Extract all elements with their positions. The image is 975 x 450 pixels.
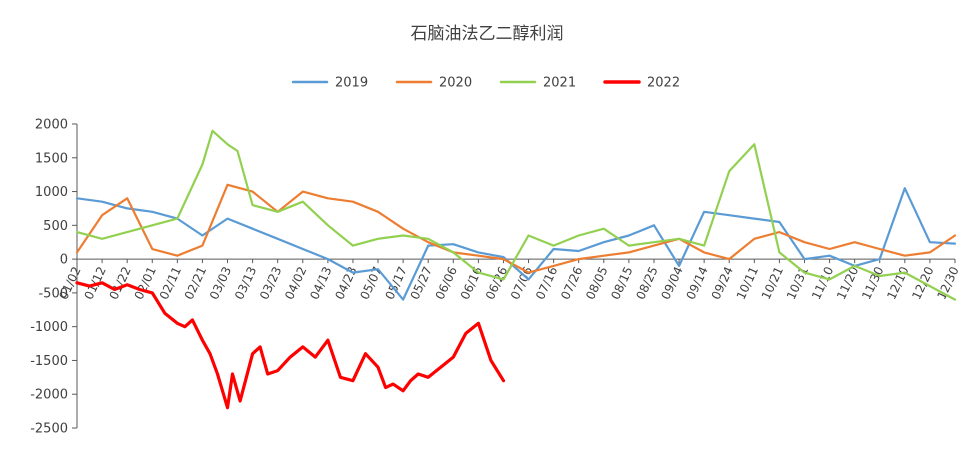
- x-tick-label: 08/25: [633, 264, 660, 301]
- y-tick-label: 1000: [35, 185, 68, 200]
- series-line-2021: [75, 129, 957, 301]
- y-tick-label: 500: [43, 219, 68, 234]
- y-tick-label: 2000: [35, 118, 68, 133]
- y-tick-label: -2000: [30, 388, 68, 403]
- legend-label-2020: 2020: [439, 76, 472, 91]
- x-tick-label: 08/15: [608, 264, 635, 301]
- x-tick-label: 06/16: [458, 264, 485, 301]
- x-tick-label: 09/14: [684, 264, 711, 301]
- x-tick-label: 08/05: [583, 264, 610, 301]
- legend-label-2019: 2019: [335, 76, 368, 91]
- chart-title: 石脑油法乙二醇利润: [411, 24, 564, 44]
- legend-label-2021: 2021: [543, 76, 576, 91]
- y-tick-label: 1500: [35, 151, 68, 166]
- x-tick-label: 02/11: [157, 264, 184, 301]
- y-tick-label: -500: [38, 286, 68, 301]
- y-tick-label: -1500: [30, 354, 68, 369]
- x-tick-label: 10/11: [734, 264, 761, 301]
- x-tick-label: 03/03: [207, 264, 234, 301]
- x-tick-label: 10/31: [784, 264, 811, 301]
- y-tick-label: -1000: [30, 320, 68, 335]
- plot-area: [75, 129, 957, 410]
- x-tick-label: 07/26: [558, 264, 585, 301]
- series-line-2019: [75, 187, 957, 301]
- series-line-2022: [75, 281, 506, 410]
- x-tick-label: 04/13: [307, 264, 334, 301]
- x-tick-label: 02/21: [182, 264, 209, 301]
- x-tick-label: 03/23: [257, 264, 284, 301]
- legend-label-2022: 2022: [647, 76, 680, 91]
- legend: 2019 2020 2021 2022: [291, 76, 680, 91]
- series-line-2020: [75, 183, 957, 274]
- y-tick-label: -2500: [30, 422, 68, 437]
- x-tick-label: 01/22: [107, 264, 134, 301]
- x-tick-label: 09/24: [709, 264, 736, 301]
- x-tick-label: 12/10: [884, 264, 911, 301]
- x-tick-label: 04/02: [282, 264, 309, 301]
- x-tick-label: 11/10: [809, 264, 836, 301]
- x-tick-label: 06/06: [433, 264, 460, 301]
- x-tick-label: 10/21: [759, 264, 786, 301]
- x-tick-label: 03/13: [232, 264, 259, 301]
- x-tick-label: 09/04: [658, 264, 685, 301]
- x-tick-label: 06/26: [483, 264, 510, 301]
- y-tick-label: 0: [60, 253, 68, 268]
